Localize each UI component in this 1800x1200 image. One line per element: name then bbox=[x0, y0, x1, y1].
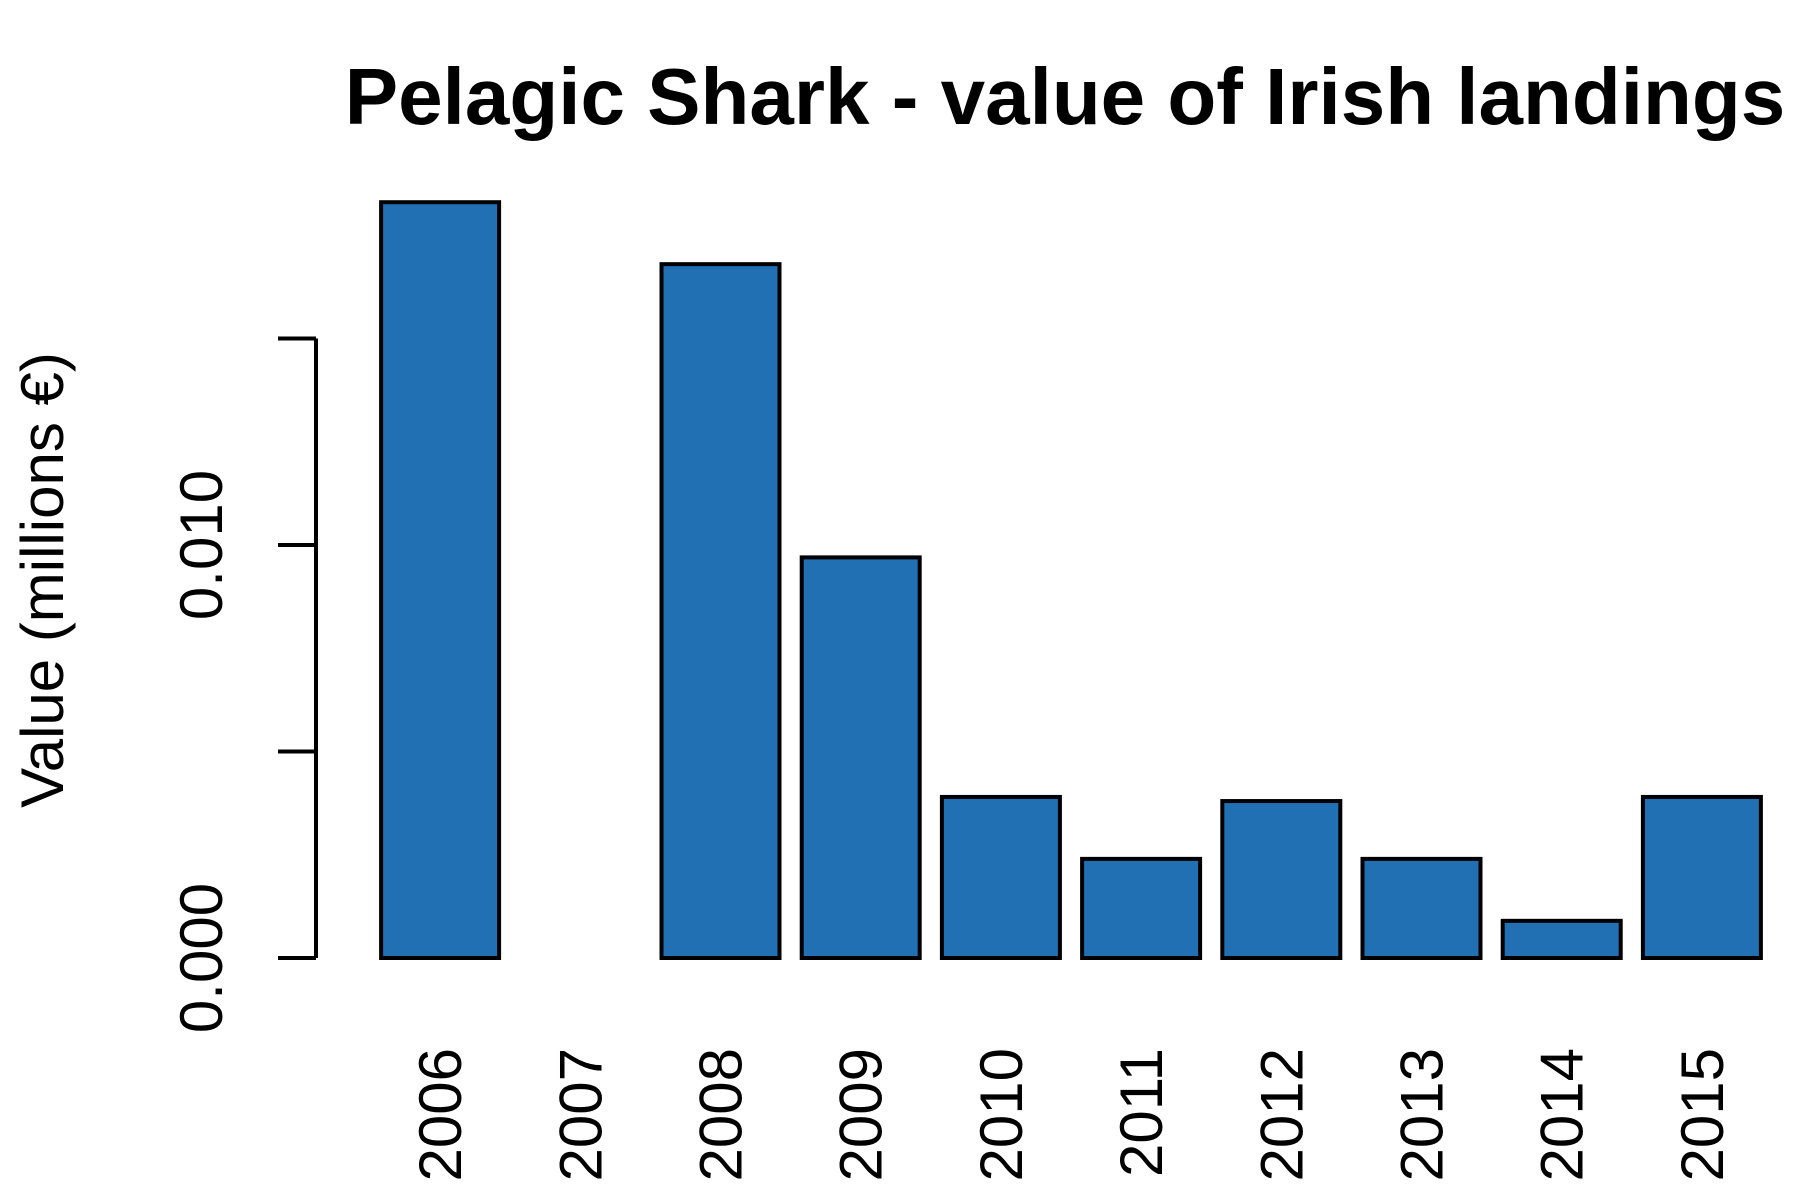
y-tick-label: 0.010 bbox=[168, 470, 235, 620]
x-tick-label-2015: 2015 bbox=[1669, 1048, 1736, 1181]
x-tick-label-2008: 2008 bbox=[688, 1048, 755, 1181]
bar-2014 bbox=[1500, 918, 1623, 961]
bar-2013 bbox=[1360, 856, 1483, 961]
y-tick-label: 0.000 bbox=[168, 883, 235, 1033]
bar-2015 bbox=[1640, 794, 1763, 960]
x-tick-label-2011: 2011 bbox=[1108, 1048, 1175, 1177]
bar-2011 bbox=[1080, 856, 1203, 961]
x-tick-label-2014: 2014 bbox=[1529, 1048, 1596, 1181]
bar-2008 bbox=[659, 262, 782, 961]
x-axis-tick-labels: 2006 2007 2008 2009 2010 2011 2012 2013 2014 2015 bbox=[407, 1048, 1736, 1181]
x-tick-label-2012: 2012 bbox=[1248, 1048, 1315, 1181]
x-tick-label-2009: 2009 bbox=[828, 1048, 895, 1181]
x-tick-label-2010: 2010 bbox=[968, 1048, 1035, 1181]
y-axis: 0.000 0.010 bbox=[168, 336, 318, 1033]
bar-2012 bbox=[1220, 799, 1343, 960]
bar-2010 bbox=[939, 794, 1062, 960]
x-tick-label-2006: 2006 bbox=[407, 1048, 474, 1181]
bars-group bbox=[379, 200, 1763, 961]
x-tick-label-2013: 2013 bbox=[1389, 1048, 1456, 1181]
bar-2006 bbox=[379, 200, 502, 960]
x-tick-label-2007: 2007 bbox=[547, 1048, 614, 1181]
chart-title: Pelagic Shark - value of Irish landings bbox=[345, 52, 1785, 141]
bar-2009 bbox=[799, 555, 922, 960]
y-axis-label: Value (millions €) bbox=[9, 352, 76, 808]
